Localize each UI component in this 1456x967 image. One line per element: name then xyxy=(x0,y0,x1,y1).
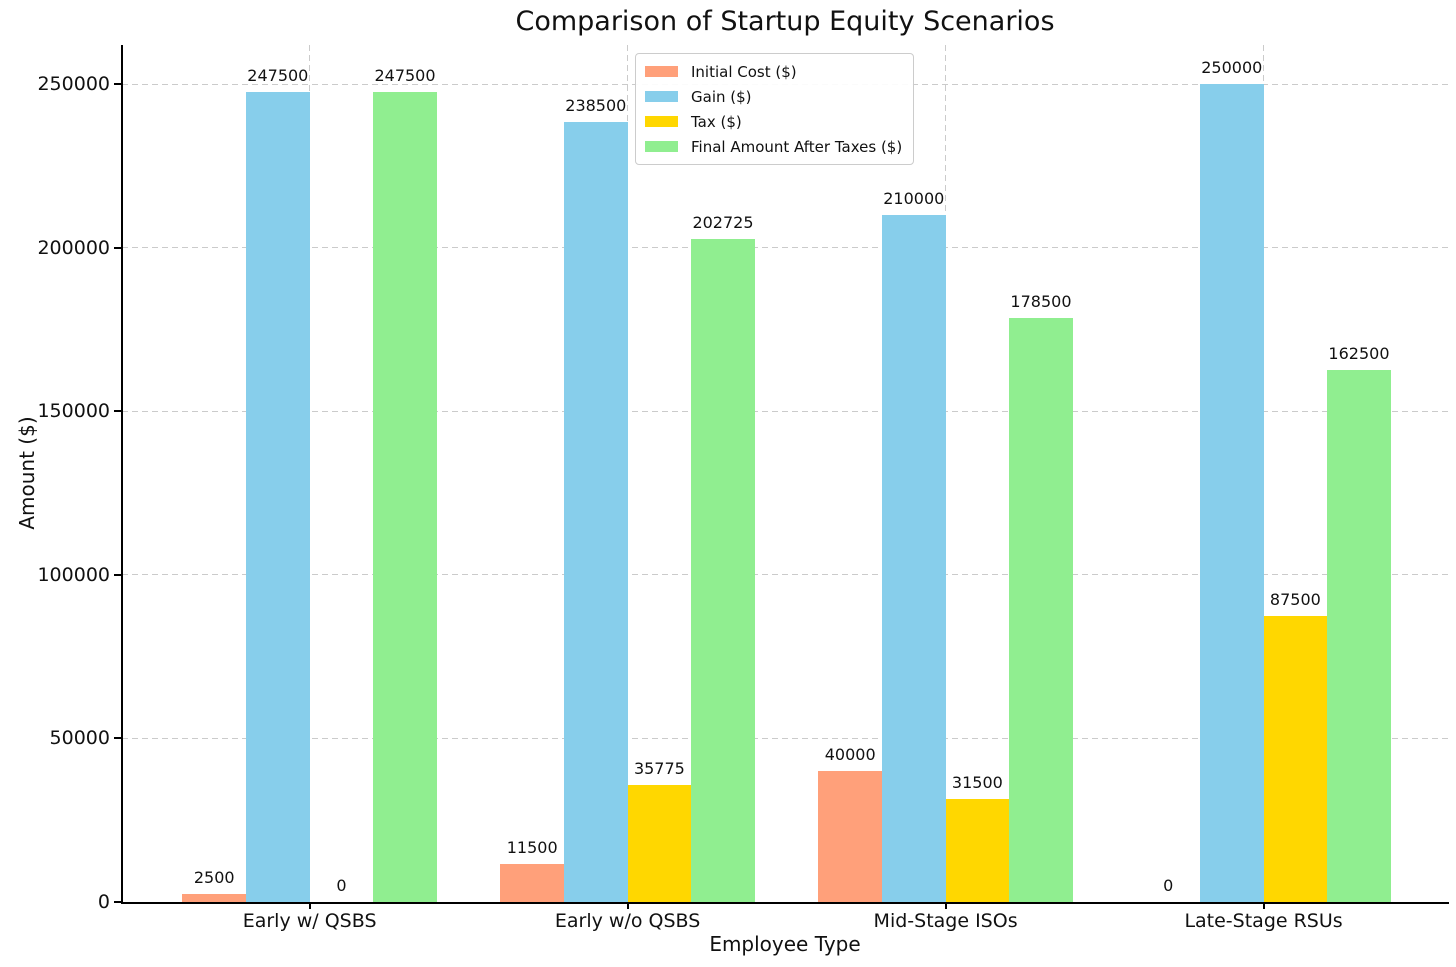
legend-item: Final Amount After Taxes ($) xyxy=(645,134,902,159)
bar-value-label: 238500 xyxy=(565,95,627,115)
bar xyxy=(564,121,628,902)
x-tick-mark xyxy=(944,902,947,909)
bar xyxy=(1263,615,1328,902)
v-gridline xyxy=(309,45,311,902)
bar xyxy=(500,864,564,902)
bar-value-label: 2500 xyxy=(193,867,235,887)
bar xyxy=(945,798,1010,902)
bar xyxy=(246,92,310,902)
bar xyxy=(691,238,755,902)
legend-swatch-icon xyxy=(645,141,678,152)
bar xyxy=(881,215,946,902)
y-tick-label: 200000 xyxy=(37,236,110,259)
h-gridline xyxy=(122,247,1448,249)
legend-item: Tax ($) xyxy=(645,109,902,134)
y-tick-mark xyxy=(114,410,121,413)
x-tick-label: Early w/ QSBS xyxy=(242,910,377,932)
bar-value-label: 0 xyxy=(1163,876,1174,895)
x-tick-label: Early w/o QSBS xyxy=(554,910,701,932)
y-tick-label: 0 xyxy=(97,891,110,913)
x-tick-label: Mid-Stage ISOs xyxy=(873,910,1018,932)
legend: Initial Cost ($) Gain ($) Tax ($) Final Amo… xyxy=(635,53,915,165)
y-tick-mark xyxy=(114,83,121,86)
bar-value-label: 178500 xyxy=(1010,292,1072,312)
x-tick-mark xyxy=(1262,902,1265,909)
legend-item-label: Gain ($) xyxy=(691,87,752,106)
bar-value-label: 31500 xyxy=(951,772,1003,792)
bar-value-label: 250000 xyxy=(1201,58,1263,78)
legend-swatch-icon xyxy=(645,116,678,127)
plot-area: 2500 11500 40000 0 247500 238500 210000 250000 0… xyxy=(122,45,1448,902)
h-gridline xyxy=(122,410,1448,412)
bar-value-label: 35775 xyxy=(633,758,685,778)
x-tick-mark xyxy=(308,902,311,909)
h-gridline xyxy=(122,574,1448,576)
y-tick-mark xyxy=(114,246,121,249)
y-tick-label: 150000 xyxy=(37,400,110,423)
bar xyxy=(818,771,882,902)
bar-value-label: 0 xyxy=(336,876,347,895)
y-tick-label: 250000 xyxy=(37,73,110,96)
legend-item-label: Initial Cost ($) xyxy=(691,62,797,81)
v-gridline xyxy=(945,45,947,902)
legend-item-label: Tax ($) xyxy=(691,112,742,131)
bar-value-label: 11500 xyxy=(506,838,558,858)
chart-title: Comparison of Startup Equity Scenarios xyxy=(515,6,1055,37)
bar xyxy=(373,92,437,902)
bar-value-label: 202725 xyxy=(692,212,754,232)
bar xyxy=(1009,318,1073,902)
x-axis-label: Employee Type xyxy=(709,932,861,956)
bar-value-label: 87500 xyxy=(1269,589,1321,609)
bar-value-label: 210000 xyxy=(883,189,945,209)
bar xyxy=(182,893,246,902)
y-axis-spine xyxy=(121,45,123,904)
y-tick-label: 50000 xyxy=(49,727,110,750)
bar xyxy=(1199,84,1264,902)
legend-swatch-icon xyxy=(645,66,678,77)
bar-value-label: 247500 xyxy=(374,66,436,86)
v-gridline xyxy=(627,45,629,902)
legend-item-label: Final Amount After Taxes ($) xyxy=(691,137,903,156)
y-tick-mark xyxy=(114,737,121,740)
y-tick-mark xyxy=(114,901,121,903)
x-axis-spine xyxy=(121,902,1449,904)
h-gridline xyxy=(122,737,1448,739)
bar-value-label: 162500 xyxy=(1328,344,1390,364)
bar-value-label: 40000 xyxy=(824,745,876,765)
y-tick-label: 100000 xyxy=(37,563,110,586)
legend-item: Gain ($) xyxy=(645,84,902,109)
v-gridline xyxy=(1263,45,1265,902)
y-tick-mark xyxy=(114,573,121,576)
bar xyxy=(627,784,692,902)
legend-item: Initial Cost ($) xyxy=(645,59,902,84)
legend-swatch-icon xyxy=(645,91,678,102)
x-tick-mark xyxy=(626,902,629,909)
bar-value-label: 247500 xyxy=(247,66,309,86)
bar xyxy=(1327,370,1391,902)
y-axis-label: Amount ($) xyxy=(15,416,39,530)
x-tick-label: Late-Stage RSUs xyxy=(1184,910,1343,932)
